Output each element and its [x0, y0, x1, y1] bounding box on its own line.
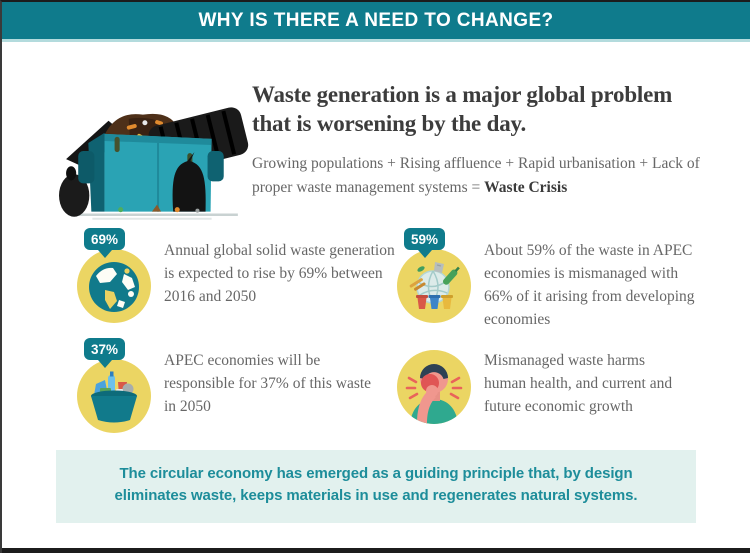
hero-section: Waste generation is a major global probl…	[2, 70, 750, 222]
stat-icon-circle	[397, 349, 471, 424]
stat-icon-stack: 59%	[397, 228, 471, 324]
stats-grid: 69% Annual global solid waste generation…	[2, 228, 750, 434]
header-bar: WHY IS THERE A NEED TO CHANGE?	[2, 2, 750, 42]
stat-text: About 59% of the waste in APEC economies…	[484, 242, 695, 328]
banner-text: The circular economy has emerged as a gu…	[114, 464, 638, 505]
stat-text: Mismanaged waste harms human health, and…	[484, 351, 673, 415]
stat-icon-stack	[397, 338, 471, 434]
circular-economy-banner: The circular economy has emerged as a gu…	[56, 449, 696, 523]
hero-text-block: Waste generation is a major global probl…	[252, 70, 704, 222]
stat-health-impact: Mismanaged waste harms human health, and…	[397, 338, 750, 434]
overflowing-bin-icon	[91, 371, 137, 423]
hero-subtext: Growing populations + Rising affluence +…	[252, 152, 704, 200]
stat-icon-stack: 69%	[77, 228, 151, 324]
person-covering-face-icon	[405, 363, 463, 424]
globe-icon	[89, 262, 139, 312]
bottom-edge-bar	[2, 548, 750, 553]
percentage-badge: 69%	[84, 228, 126, 250]
page-title: WHY IS THERE A NEED TO CHANGE?	[198, 9, 554, 31]
dumpster-icon	[59, 107, 249, 220]
stat-icon-circle	[77, 249, 151, 323]
stat-annual-global-waste: 69% Annual global solid waste generation…	[77, 228, 397, 332]
hero-heading: Waste generation is a major global probl…	[252, 82, 673, 137]
stat-text: Annual global solid waste generation is …	[164, 242, 395, 305]
hero-subtext-bold: Waste Crisis	[484, 178, 568, 196]
dumpster-illustration	[58, 70, 250, 222]
mismanaged-waste-globe-icon	[409, 262, 460, 309]
stat-apec-responsibility: 37% APEC economies will be res	[77, 337, 397, 434]
percentage-badge: 59%	[404, 228, 446, 250]
stat-text: APEC economies will be responsible for 3…	[164, 351, 372, 415]
stat-icon-stack: 37%	[77, 337, 151, 434]
hero-subtext-regular: Growing populations + Rising affluence +…	[252, 154, 700, 196]
percentage-badge: 37%	[84, 337, 126, 360]
stat-apec-mismanaged: 59%	[397, 228, 750, 332]
stat-icon-circle	[397, 249, 471, 323]
stat-icon-circle	[77, 358, 151, 433]
